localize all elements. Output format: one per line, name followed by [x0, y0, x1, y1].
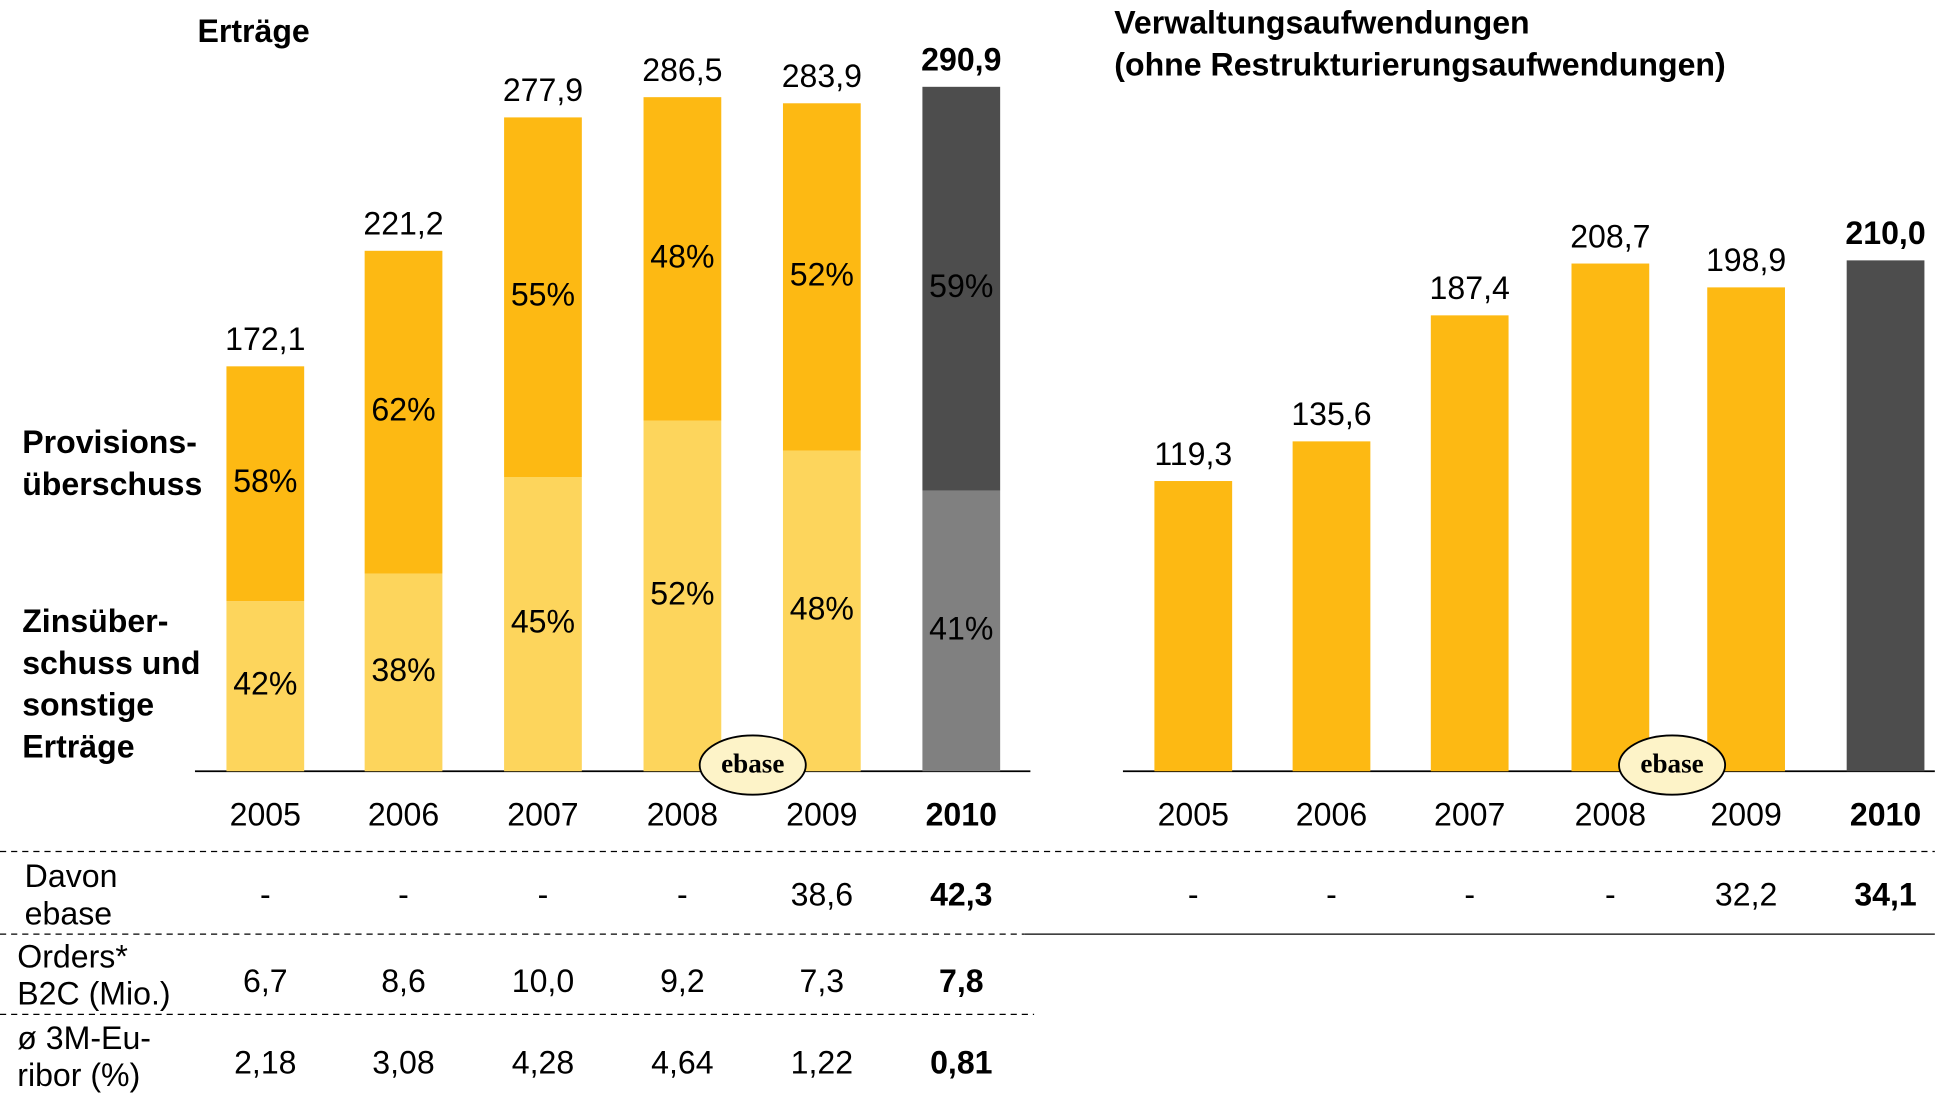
value-label: 172,1 — [225, 321, 305, 357]
bar-segment — [364, 250, 443, 574]
chart-title: Erträge — [197, 13, 309, 49]
value-label: 283,9 — [782, 58, 862, 94]
bar-segment — [226, 366, 305, 602]
bar-segment — [226, 601, 305, 772]
table-cell: - — [1188, 877, 1199, 913]
x-tick-label: 2006 — [1296, 796, 1367, 832]
value-label: 119,3 — [1154, 436, 1232, 472]
series-label: Provisions- überschuss — [22, 423, 203, 503]
x-tick-label: 2005 — [230, 796, 301, 832]
segment-label: 41% — [929, 610, 993, 646]
table-cell: - — [1464, 877, 1475, 913]
bar-segment — [504, 477, 582, 772]
value-label: 290,9 — [921, 42, 1001, 78]
table-cell: - — [398, 877, 409, 913]
table-cell: 6,7 — [243, 963, 288, 999]
bar — [1292, 441, 1371, 772]
value-label: 221,2 — [363, 206, 443, 242]
logo-text: ebase — [1640, 749, 1703, 779]
row-label: Orders* B2C (Mio.) — [17, 937, 171, 1012]
bar-segment — [643, 420, 722, 772]
logo-text: ebase — [721, 749, 784, 779]
bar-segment — [782, 103, 861, 451]
segment-label: 52% — [650, 575, 714, 611]
x-tick-label: 2010 — [926, 796, 997, 832]
x-tick-label: 2008 — [1575, 796, 1646, 832]
segment-label: 38% — [371, 652, 435, 688]
bar-segment — [922, 86, 1001, 491]
segment-label: 48% — [790, 590, 854, 626]
x-tick-label: 2005 — [1158, 796, 1229, 832]
segment-label: 55% — [511, 277, 575, 313]
bar-segment — [504, 117, 582, 478]
value-label: 286,5 — [642, 52, 722, 88]
bar-segment — [782, 450, 861, 772]
x-tick-label: 2009 — [786, 796, 857, 832]
bar — [1707, 287, 1785, 772]
segment-label: 52% — [790, 256, 854, 292]
table-cell: 42,3 — [930, 877, 992, 913]
bar — [1430, 315, 1509, 772]
table-cell: 4,64 — [651, 1044, 713, 1080]
table-cell: 3,08 — [372, 1044, 434, 1080]
table-cell: - — [1605, 877, 1616, 913]
logo — [698, 734, 807, 796]
bar-segment — [922, 490, 1001, 772]
value-label: 210,0 — [1845, 215, 1925, 251]
table-cell: 38,6 — [791, 877, 853, 913]
table-cell: 1,22 — [791, 1044, 853, 1080]
table-cell: 7,3 — [800, 963, 845, 999]
table-cell: 7,8 — [939, 963, 984, 999]
row-label: Davon ebase — [24, 857, 118, 932]
chart-title: Verwaltungsaufwendungen (ohne Restruktur… — [1114, 3, 1726, 83]
value-label: 208,7 — [1570, 218, 1650, 254]
x-tick-label: 2009 — [1710, 796, 1781, 832]
table-cell: 0,81 — [930, 1044, 992, 1080]
table-cell: 2,18 — [234, 1044, 296, 1080]
bar — [1846, 260, 1925, 772]
value-label: 198,9 — [1706, 242, 1786, 278]
table-cell: 32,2 — [1715, 877, 1777, 913]
value-label: 277,9 — [503, 72, 583, 108]
x-tick-label: 2010 — [1850, 796, 1921, 832]
segment-label: 59% — [929, 268, 993, 304]
table-cell: 9,2 — [660, 963, 705, 999]
segment-label: 42% — [233, 666, 297, 702]
table-cell: 4,28 — [512, 1044, 574, 1080]
table-cell: - — [260, 877, 271, 913]
x-tick-label: 2007 — [1434, 796, 1505, 832]
table-cell: 10,0 — [512, 963, 574, 999]
table-cell: 8,6 — [381, 963, 426, 999]
x-tick-label: 2006 — [368, 796, 439, 832]
table-cell: - — [1326, 877, 1337, 913]
value-label: 135,6 — [1291, 396, 1371, 432]
row-label: ø 3M-Eu- ribor (%) — [17, 1019, 151, 1094]
segment-label: 58% — [233, 463, 297, 499]
x-tick-label: 2007 — [507, 796, 578, 832]
bar — [1571, 263, 1650, 772]
bar — [1154, 481, 1233, 772]
segment-label: 45% — [511, 604, 575, 640]
table-cell: - — [538, 877, 549, 913]
table-cell: - — [677, 877, 688, 913]
segment-label: 62% — [371, 392, 435, 428]
series-label: Zinsüber- schuss und sonstige Erträge — [22, 602, 201, 766]
bar-segment — [364, 573, 443, 772]
table-cell: 34,1 — [1854, 877, 1916, 913]
value-label: 187,4 — [1430, 270, 1510, 306]
logo — [1618, 734, 1727, 796]
x-tick-label: 2008 — [647, 796, 718, 832]
segment-label: 48% — [650, 238, 714, 274]
bar-segment — [643, 97, 722, 421]
